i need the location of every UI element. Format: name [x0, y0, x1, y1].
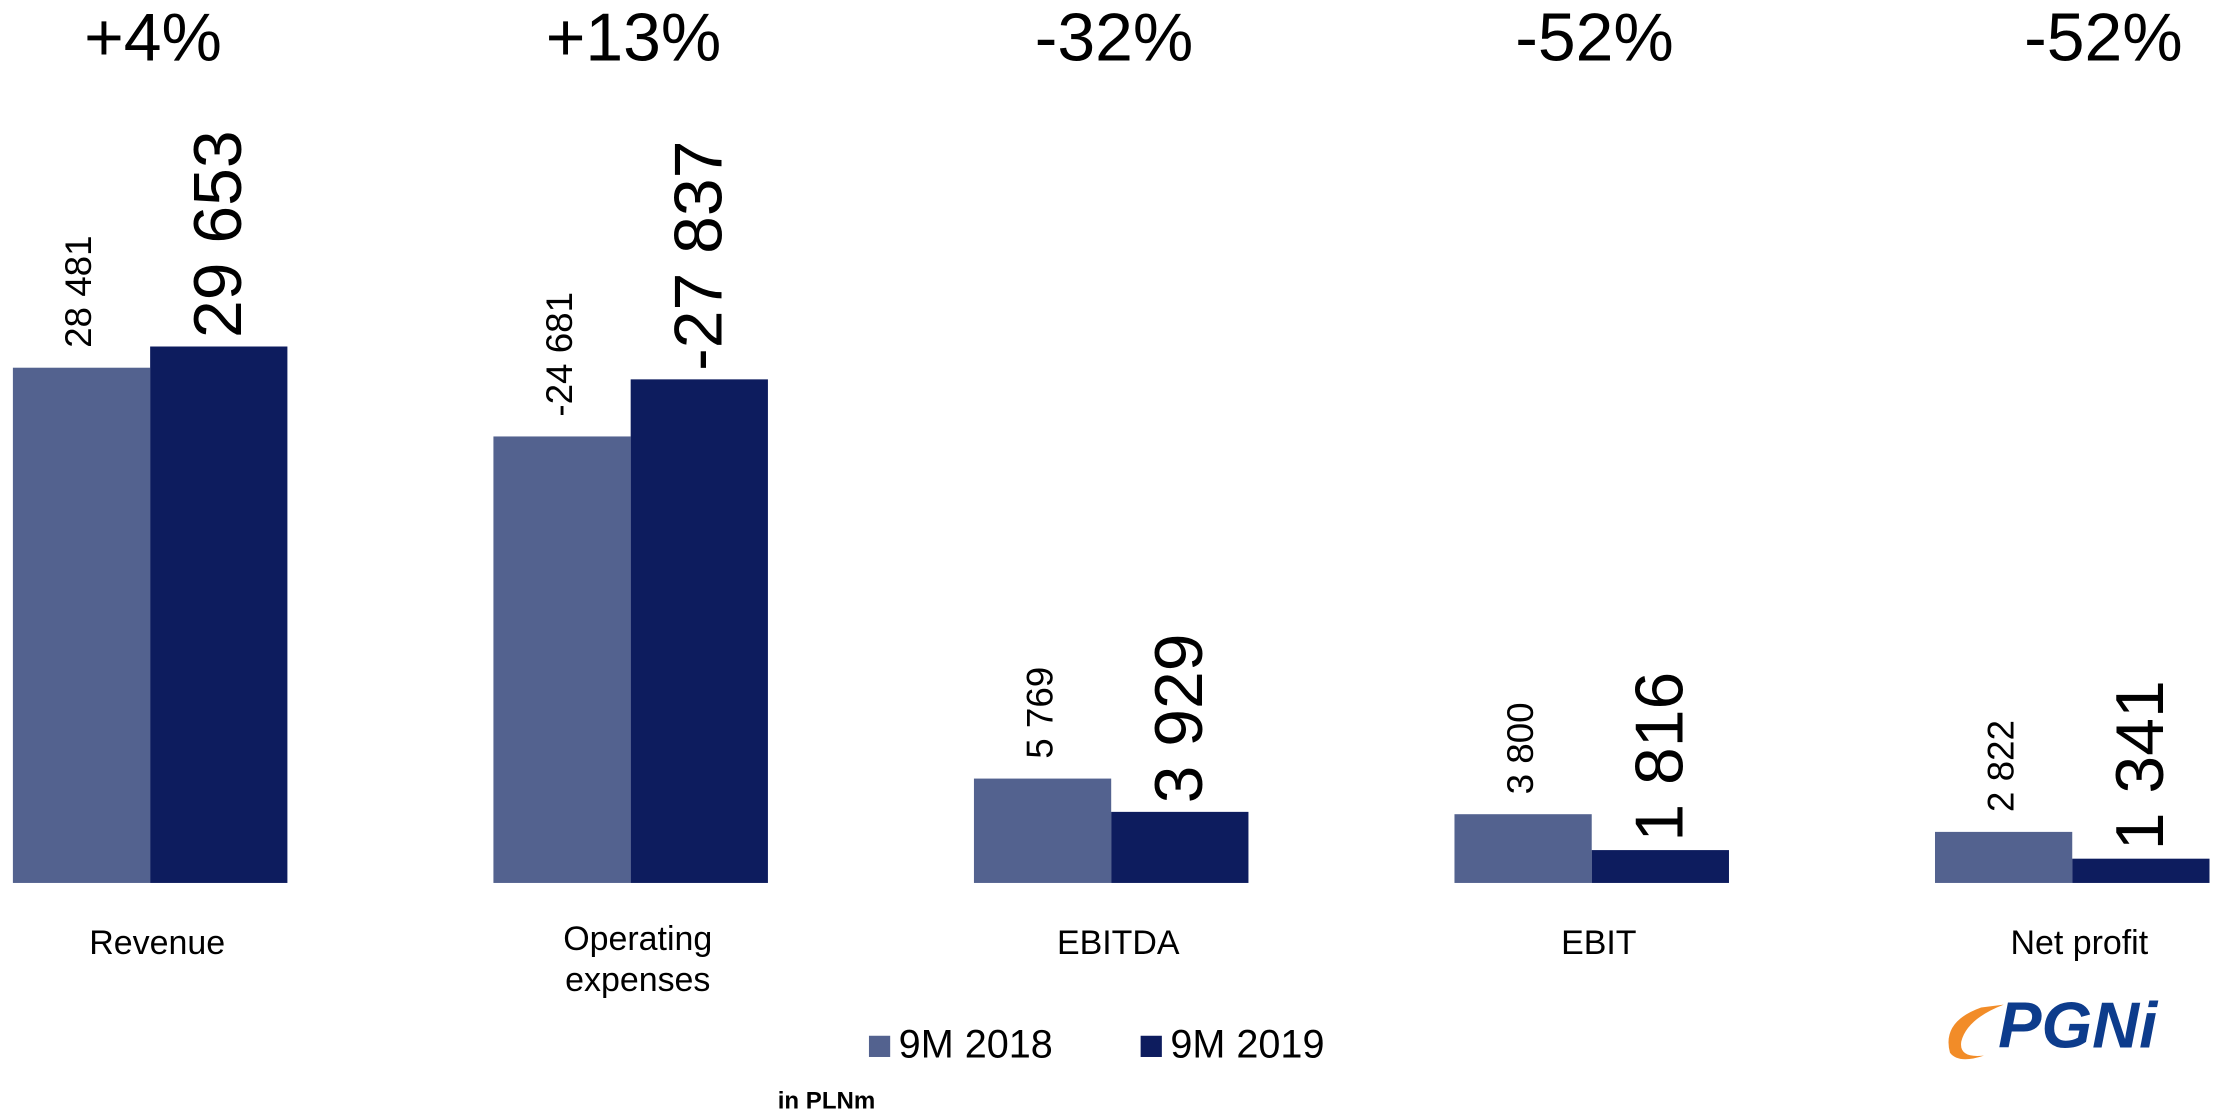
change-label: -32% — [1035, 0, 1194, 75]
legend-swatch — [1140, 1035, 1162, 1057]
value-label: 28 481 — [58, 235, 99, 347]
logo-flame — [1948, 1004, 2004, 1060]
bar — [493, 436, 631, 883]
value-label: 3 929 — [1142, 633, 1217, 803]
unit-note: in PLNm — [778, 1088, 876, 1115]
value-label: 29 653 — [181, 130, 256, 338]
value-label: 1 816 — [1623, 672, 1698, 842]
legend-label: 9M 2018 — [899, 1023, 1053, 1067]
legend-label: 9M 2019 — [1170, 1023, 1324, 1067]
value-label: 1 341 — [2103, 680, 2178, 850]
x-tick-label: Revenue — [89, 924, 225, 962]
bar — [1591, 850, 1729, 883]
value-label: 3 800 — [1500, 702, 1541, 794]
logo-text: PGNi — [1998, 988, 2159, 1061]
value-label: -24 681 — [539, 292, 580, 417]
bar — [973, 778, 1112, 883]
bar — [1454, 814, 1592, 883]
x-tick-label: EBIT — [1561, 924, 1636, 962]
logo: PGNi — [1948, 988, 2159, 1061]
bar — [150, 346, 288, 883]
legend-swatch — [868, 1035, 891, 1057]
x-tick-label: Net profit — [2010, 924, 2148, 962]
bar — [1111, 811, 1249, 883]
bar — [1934, 831, 2073, 883]
x-tick-label: Operating expenses — [563, 920, 712, 999]
change-label: -52% — [1515, 0, 1674, 75]
change-label: +4% — [84, 0, 222, 75]
bar — [2072, 858, 2210, 883]
value-label: 2 822 — [1980, 720, 2021, 812]
value-label: 5 769 — [1019, 667, 1060, 759]
x-tick-label: EBITDA — [1057, 924, 1180, 962]
change-label: -52% — [2024, 0, 2183, 75]
bar — [12, 367, 151, 883]
bar — [630, 379, 768, 883]
value-label: -27 837 — [661, 141, 736, 371]
change-label: +13% — [546, 0, 722, 75]
